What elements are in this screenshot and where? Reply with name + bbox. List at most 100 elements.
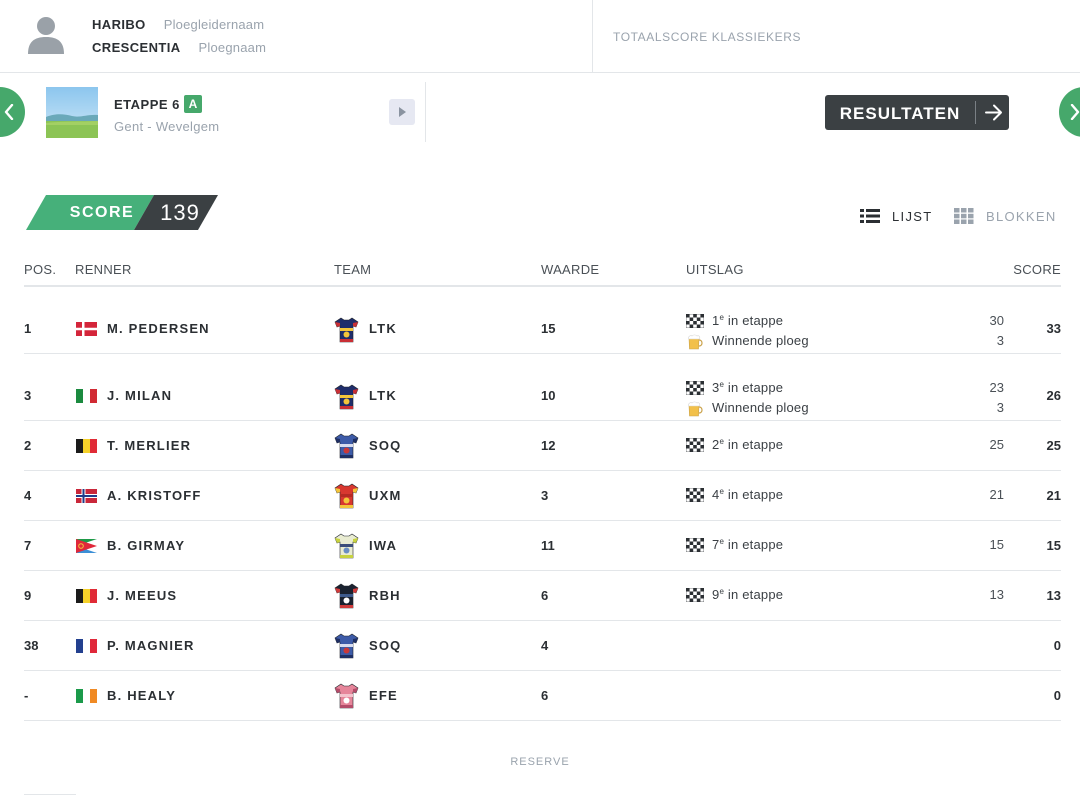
result-ordinal: 7 xyxy=(712,537,720,552)
view-blocks-label: BLOKKEN xyxy=(986,209,1057,224)
team-code: EFE xyxy=(369,688,398,703)
rider-value: 12 xyxy=(541,438,556,453)
rider-position: 9 xyxy=(24,588,32,603)
table-row[interactable]: 38 P. MAGNIER SOQ 4 0 xyxy=(24,621,1061,671)
france-flag-icon xyxy=(76,639,97,653)
top-header: HARIBO Ploegleidernaam CRESCENTIA Ploegn… xyxy=(0,0,1080,73)
rider-name[interactable]: J. MILAN xyxy=(107,388,173,403)
result-points: 13 xyxy=(989,587,1004,602)
total-score-tab[interactable]: TOTAALSCORE KLASSIEKERS xyxy=(613,30,802,44)
rider-name[interactable]: T. MERLIER xyxy=(107,438,192,453)
rider-score: 0 xyxy=(1053,638,1061,653)
score-banner: SCORE 139 xyxy=(26,195,218,230)
rider-value: 6 xyxy=(541,688,549,703)
stage-expand-button[interactable] xyxy=(389,99,415,125)
table-row[interactable]: 3 J. MILAN LTK 10 3e in etappe 23 Winnende plo… xyxy=(24,354,1061,421)
manager-name: HARIBO xyxy=(92,17,146,32)
rider-score: 26 xyxy=(1046,388,1061,403)
next-stage-button[interactable] xyxy=(1059,87,1080,137)
rider-position: 4 xyxy=(24,488,32,503)
result-ordinal-suffix: e xyxy=(719,587,725,596)
result-ordinal: 3 xyxy=(712,380,720,395)
score-value: 139 xyxy=(160,200,200,225)
lidl-trek-jersey-icon xyxy=(334,317,359,343)
table-row[interactable]: 7 B. GIRMAY IWA 11 7e in etappe 15 15 xyxy=(24,521,1061,571)
header-pos: POS. xyxy=(24,262,57,277)
header-rider: RENNER xyxy=(75,262,132,277)
rider-score: 15 xyxy=(1046,538,1061,553)
play-icon xyxy=(399,107,406,117)
rider-name[interactable]: B. HEALY xyxy=(107,688,177,703)
grid-view-icon xyxy=(954,208,974,224)
header-divider xyxy=(592,0,593,73)
score-banner-shape xyxy=(26,195,218,230)
rider-name[interactable]: M. PEDERSEN xyxy=(107,321,210,336)
stage-divider xyxy=(425,82,426,142)
user-avatar-icon xyxy=(28,17,64,54)
table-body: 1 M. PEDERSEN LTK 15 1e in etappe 30 Winnende … xyxy=(24,287,1061,721)
eritrea-flag-icon xyxy=(76,539,97,553)
rider-score: 21 xyxy=(1046,488,1061,503)
result-ordinal-suffix: e xyxy=(719,380,725,389)
bottom-divider xyxy=(24,794,76,795)
table-row[interactable]: 9 J. MEEUS RBH 6 9e in etappe 13 13 xyxy=(24,571,1061,621)
stage-landscape-thumbnail xyxy=(46,87,98,138)
result-line: Winnende ploeg 3 xyxy=(686,400,1004,418)
result-description: 2e in etappe xyxy=(712,437,783,452)
checkered-flag-icon xyxy=(685,487,705,503)
result-ordinal-suffix: e xyxy=(719,537,725,546)
table-row[interactable]: - B. HEALY EFE 6 0 xyxy=(24,671,1061,721)
rider-position: 1 xyxy=(24,321,32,336)
table-row[interactable]: 2 T. MERLIER SOQ 12 2e in etappe 25 25 xyxy=(24,421,1061,471)
result-text: in etappe xyxy=(724,587,784,602)
checkered-flag-icon xyxy=(685,313,705,329)
rider-value: 10 xyxy=(541,388,556,403)
stage-title: ETAPPE 6 xyxy=(114,97,180,112)
beer-icon xyxy=(686,401,704,417)
rider-name[interactable]: P. MAGNIER xyxy=(107,638,195,653)
rider-position: 38 xyxy=(24,638,39,653)
rider-name[interactable]: J. MEEUS xyxy=(107,588,178,603)
rider-position: 2 xyxy=(24,438,32,453)
chevron-left-icon xyxy=(4,104,14,120)
result-text: in etappe xyxy=(724,487,784,502)
checkered-flag-icon xyxy=(685,437,705,453)
team-name: CRESCENTIA xyxy=(92,40,181,55)
header-value: WAARDE xyxy=(541,262,600,277)
result-description: Winnende ploeg xyxy=(712,333,809,348)
result-line: 2e in etappe 25 xyxy=(685,437,1004,455)
result-points: 3 xyxy=(996,333,1004,348)
soudal-jersey-icon xyxy=(334,633,359,659)
result-points: 3 xyxy=(996,400,1004,415)
results-button-label: RESULTATEN xyxy=(839,104,961,123)
team-code: IWA xyxy=(369,538,398,553)
result-text: Winnende ploeg xyxy=(712,400,809,415)
rider-score: 0 xyxy=(1053,688,1061,703)
view-list-label: LIJST xyxy=(892,209,933,224)
result-text: in etappe xyxy=(724,437,784,452)
reserve-label[interactable]: RESERVE xyxy=(510,756,570,768)
rider-value: 15 xyxy=(541,321,556,336)
rider-name[interactable]: A. KRISTOFF xyxy=(107,488,202,503)
result-points: 23 xyxy=(989,380,1004,395)
result-ordinal: 9 xyxy=(712,587,720,602)
ef-jersey-icon xyxy=(334,683,359,709)
result-ordinal-suffix: e xyxy=(719,313,725,322)
result-text: in etappe xyxy=(724,313,784,328)
riders-table: POS. RENNER TEAM WAARDE UITSLAG SCORE 1 M… xyxy=(24,250,1061,721)
rider-name[interactable]: B. GIRMAY xyxy=(107,538,186,553)
norway-flag-icon xyxy=(76,489,97,503)
manager-row: HARIBO Ploegleidernaam xyxy=(92,17,264,32)
rider-value: 3 xyxy=(541,488,549,503)
rider-score: 13 xyxy=(1046,588,1061,603)
result-ordinal-suffix: e xyxy=(719,437,725,446)
table-row[interactable]: 4 A. KRISTOFF UXM 3 4e in etappe 21 21 xyxy=(24,471,1061,521)
team-label: Ploegnaam xyxy=(198,40,267,55)
stage-route: Gent - Wevelgem xyxy=(114,119,220,134)
result-line: Winnende ploeg 3 xyxy=(686,333,1004,351)
result-ordinal-suffix: e xyxy=(719,487,725,496)
results-button[interactable]: RESULTATEN xyxy=(825,95,1009,130)
previous-stage-button[interactable] xyxy=(0,87,25,137)
result-line: 7e in etappe 15 xyxy=(685,537,1004,555)
table-row[interactable]: 1 M. PEDERSEN LTK 15 1e in etappe 30 Winnende … xyxy=(24,287,1061,354)
